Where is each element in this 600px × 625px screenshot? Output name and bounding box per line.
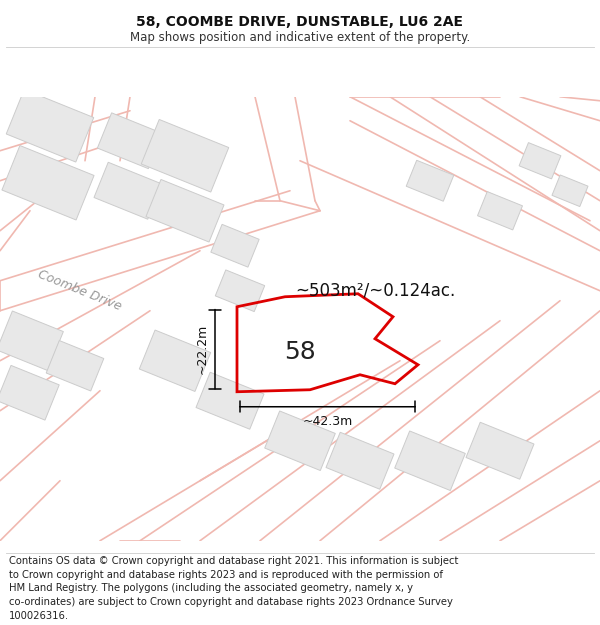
Polygon shape: [211, 224, 259, 267]
Text: Coombe Drive: Coombe Drive: [36, 268, 124, 314]
Polygon shape: [0, 366, 59, 420]
Polygon shape: [552, 175, 588, 207]
Polygon shape: [196, 372, 264, 429]
Polygon shape: [2, 146, 94, 220]
Polygon shape: [395, 431, 466, 491]
Polygon shape: [94, 162, 162, 219]
Text: ~503m²/~0.124ac.: ~503m²/~0.124ac.: [295, 282, 455, 300]
Polygon shape: [139, 330, 211, 391]
Polygon shape: [326, 432, 394, 489]
Polygon shape: [265, 411, 335, 471]
Polygon shape: [6, 89, 94, 162]
Polygon shape: [215, 270, 265, 312]
Text: Map shows position and indicative extent of the property.: Map shows position and indicative extent…: [130, 31, 470, 44]
Text: ~22.2m: ~22.2m: [196, 324, 209, 374]
Polygon shape: [478, 192, 523, 230]
Text: ~42.3m: ~42.3m: [302, 415, 353, 428]
Polygon shape: [97, 113, 163, 169]
Polygon shape: [466, 422, 534, 479]
Polygon shape: [141, 119, 229, 192]
Polygon shape: [406, 160, 454, 201]
Polygon shape: [519, 142, 561, 179]
Text: Contains OS data © Crown copyright and database right 2021. This information is : Contains OS data © Crown copyright and d…: [9, 556, 458, 621]
Polygon shape: [46, 341, 104, 391]
Text: 58, COOMBE DRIVE, DUNSTABLE, LU6 2AE: 58, COOMBE DRIVE, DUNSTABLE, LU6 2AE: [137, 15, 464, 29]
Polygon shape: [0, 311, 64, 371]
Text: 58: 58: [284, 340, 316, 364]
Polygon shape: [146, 179, 224, 242]
